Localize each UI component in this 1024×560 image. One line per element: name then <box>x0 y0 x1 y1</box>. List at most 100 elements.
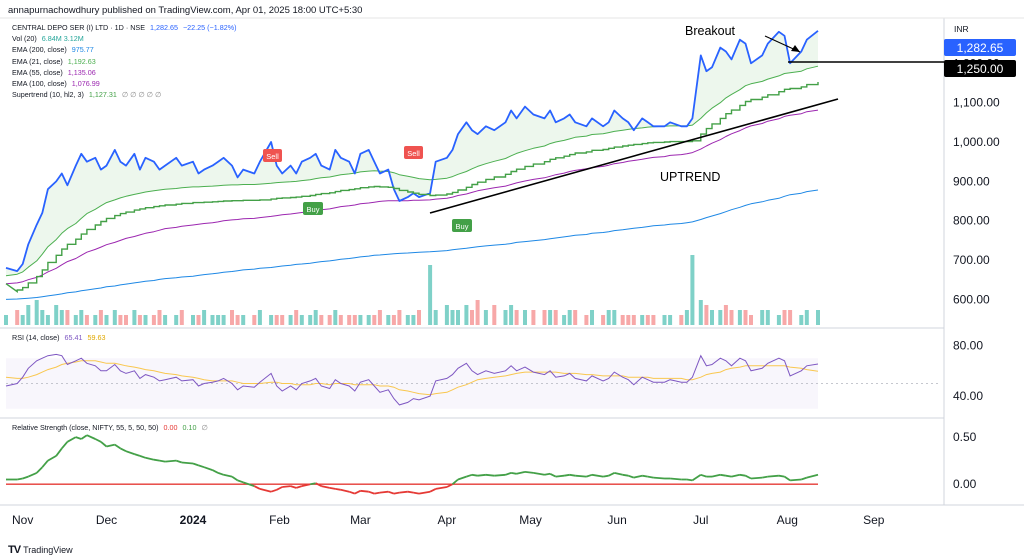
tradingview-logo[interactable]: TV TradingView <box>8 544 73 556</box>
volume-bar <box>151 315 156 325</box>
rs-segment <box>505 472 512 476</box>
rs-segment <box>622 473 629 477</box>
rs-segment <box>477 473 486 477</box>
volume-bar <box>20 315 25 325</box>
volume-bar <box>391 315 396 325</box>
rs-segment <box>175 459 183 464</box>
sell-marker-2[interactable]: Sell <box>404 146 423 159</box>
rsi-legend[interactable]: RSI (14, close) 65.41 59.63 <box>12 333 106 342</box>
volume-bar <box>743 310 748 325</box>
month-label: 2024 <box>180 513 207 527</box>
volume-bar <box>542 310 547 325</box>
volume-bar <box>606 310 611 325</box>
legend-row-ema21[interactable]: EMA (21, close) 1,192.63 <box>12 56 237 67</box>
volume-bar <box>308 315 313 325</box>
rs-segment <box>61 441 69 449</box>
sell-marker-1[interactable]: Sell <box>263 149 282 162</box>
tradingview-logo-icon: TV <box>8 544 21 556</box>
volume-bar <box>84 315 89 325</box>
rs-segment <box>212 469 219 474</box>
rs-segment <box>47 455 57 462</box>
legend-row-ema200[interactable]: EMA (200, close) 975.77 <box>12 44 237 55</box>
ema55-line[interactable] <box>5 109 819 285</box>
rsi-ma-line[interactable] <box>5 360 819 396</box>
volume-bar <box>230 310 234 325</box>
rsi-band <box>6 358 818 409</box>
legend-row-ema55[interactable]: EMA (55, close) 1,135.06 <box>12 67 237 78</box>
legend-row-volume[interactable]: Vol (20) 6.84M 3.12M <box>12 33 237 44</box>
rs-segment <box>591 473 604 478</box>
rs-segment <box>750 476 763 480</box>
volume-bar <box>590 310 594 325</box>
rs-segment <box>335 488 341 491</box>
rs-segment <box>75 436 82 440</box>
volume-bar <box>366 315 371 325</box>
breakout-label[interactable]: Breakout <box>685 24 736 38</box>
rs-segment <box>295 485 303 489</box>
legend-row-symbol[interactable]: CENTRAL DEPO SER (I) LTD · 1D · NSE 1,28… <box>12 22 237 33</box>
rs-segment <box>614 472 623 476</box>
uptrend-label[interactable]: UPTREND <box>660 170 720 184</box>
level-badge[interactable]: 1,250.00 <box>944 60 1016 77</box>
rs-segment <box>745 474 752 480</box>
volume-bar <box>174 315 179 325</box>
volume-bar <box>428 265 433 325</box>
rs-segment <box>119 447 127 453</box>
buy-marker-1-badge <box>303 202 323 215</box>
last-price-badge[interactable]: 1,282.65 <box>944 39 1016 56</box>
rs-segment <box>145 456 155 461</box>
volume-bar <box>34 300 39 325</box>
rs-segment <box>429 488 437 493</box>
month-label: Jun <box>607 513 626 527</box>
volume-bar <box>288 315 293 325</box>
ema200-line[interactable] <box>5 189 819 300</box>
buy-marker-1[interactable]: Buy <box>303 202 323 215</box>
volume-bar <box>93 315 98 325</box>
volume-bar <box>294 310 299 325</box>
price-tick-label: 1,200.00 <box>953 56 1000 70</box>
rs-segment <box>165 459 177 463</box>
rs-segment <box>647 475 654 479</box>
volume-bar <box>202 310 207 325</box>
volume-bar <box>723 305 728 325</box>
volume-bar <box>718 310 723 325</box>
rs-segment <box>329 487 336 490</box>
last-price: 1,282.65 <box>150 23 178 32</box>
volume-bar <box>163 315 168 325</box>
rs-segment <box>290 485 297 489</box>
rs-value-3: ∅ <box>201 423 208 432</box>
rs-segment <box>231 475 239 482</box>
sell-marker-1-badge <box>263 149 282 162</box>
rs-segment <box>533 472 545 476</box>
legend-row-ema100[interactable]: EMA (100, close) 1,076.99 <box>12 78 237 89</box>
volume-bar <box>143 315 148 325</box>
volume-bar <box>645 315 650 325</box>
uptrend-trendline[interactable] <box>429 98 839 214</box>
volume-bar <box>118 315 123 325</box>
price-axis-ticks[interactable]: 1,200.00 1,100.00 1,000.00 900.00 800.00 700.… <box>953 56 1000 491</box>
rs-legend[interactable]: Relative Strength (close, NIFTY, 55, 5, … <box>12 423 208 432</box>
rs-segment <box>22 475 29 480</box>
rs-segment <box>198 464 205 469</box>
volume-bar <box>79 310 84 325</box>
rs-segment <box>725 474 732 478</box>
rs-segment <box>762 475 768 479</box>
volume-bar <box>411 315 416 325</box>
buy-marker-2[interactable]: Buy <box>452 219 472 232</box>
time-axis-ticks[interactable]: Nov Dec 2024 Feb Mar Apr May Jun Jul Aug Sep <box>12 513 885 527</box>
legend-row-supertrend[interactable]: Supertrend (10, hl2, 3) 1,127.31 ∅ ∅ ∅ ∅… <box>12 89 237 100</box>
volume-bar <box>196 315 201 325</box>
volume-bar <box>782 310 787 325</box>
volume-bar <box>124 315 128 325</box>
rs-segment <box>80 434 88 440</box>
volume-bar <box>137 315 142 325</box>
volume-bar <box>760 310 765 325</box>
volume-bar <box>509 305 514 325</box>
rsi-line[interactable] <box>5 353 819 406</box>
rs-segment <box>418 490 431 495</box>
supertrend-line[interactable] <box>5 82 819 293</box>
rs-segment <box>192 462 199 467</box>
volume-bar <box>620 315 625 325</box>
rs-segment <box>321 485 330 489</box>
volume-bar <box>450 310 455 325</box>
